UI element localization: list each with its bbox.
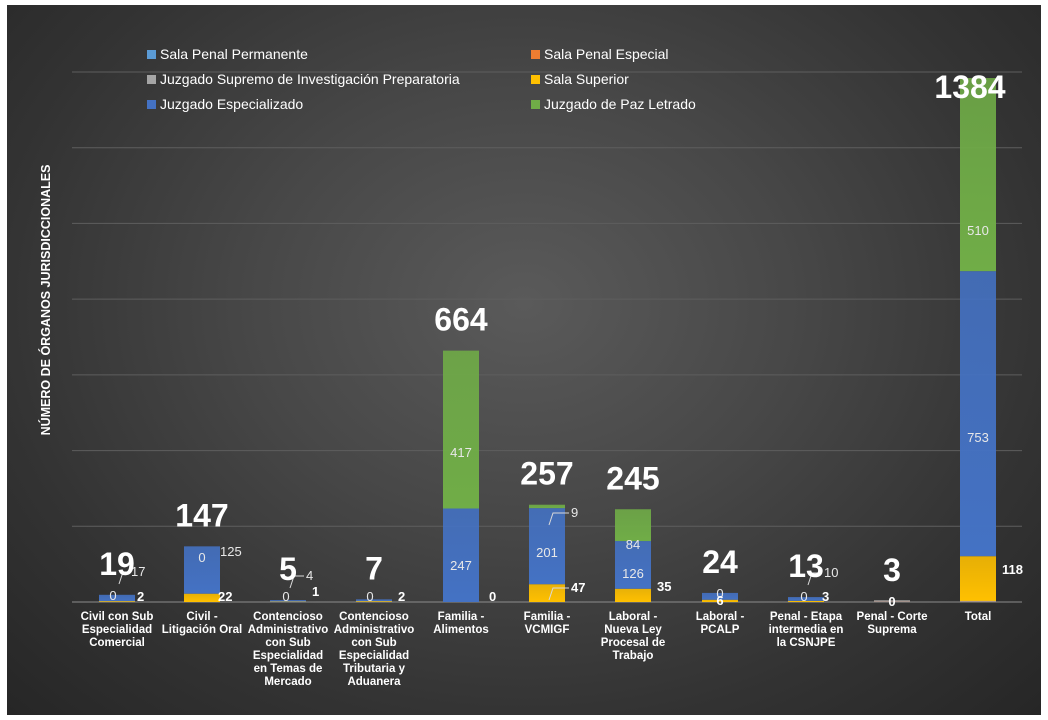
data-label: 6 <box>716 593 723 608</box>
data-label: 510 <box>967 223 989 238</box>
bar-juzgado-de-paz-letrado-5 <box>529 505 565 508</box>
data-label: 84 <box>626 537 640 552</box>
data-label: 2 <box>137 589 144 604</box>
data-label: 0 <box>198 550 205 565</box>
bar-juzgado-de-paz-letrado-10 <box>960 78 996 271</box>
category-label-3: Contencioso Administrativo con Sub Especial… <box>328 611 420 689</box>
data-label: 9 <box>571 505 578 520</box>
category-label-5: Familia - VCMIGF <box>501 611 593 637</box>
data-label: 35 <box>657 579 671 594</box>
category-label-2: Contencioso Administrativo con Sub Especial… <box>242 611 334 689</box>
bar-juzgado-de-paz-letrado-4 <box>443 351 479 509</box>
total-label: 13 <box>788 548 824 584</box>
data-label: 125 <box>220 544 242 559</box>
total-label: 7 <box>365 550 383 586</box>
bar-juzgado-especializado-4 <box>443 508 479 602</box>
data-label: 126 <box>622 566 644 581</box>
data-label: 0 <box>282 589 289 604</box>
total-label: 147 <box>175 497 228 533</box>
category-label-8: Penal - Etapa intermedia en la CSNJPE <box>760 611 852 650</box>
bar-juzgado-especializado-10 <box>960 271 996 556</box>
data-label: 0 <box>800 589 807 604</box>
category-label-7: Laboral - PCALP <box>674 611 766 637</box>
bar-juzgado-especializado-3 <box>356 599 392 601</box>
bar-juzgado-especializado-0 <box>99 595 135 601</box>
total-label: 257 <box>520 456 573 492</box>
data-label: 753 <box>967 430 989 445</box>
data-label: 118 <box>1002 562 1023 577</box>
bar-sala-superior-10 <box>960 556 996 601</box>
data-label: 0 <box>489 589 496 604</box>
data-label: 0 <box>888 594 895 609</box>
data-label: 247 <box>450 558 472 573</box>
category-label-6: Laboral - Nueva Ley Procesal de Trabajo <box>587 611 679 663</box>
category-label-10: Total <box>932 611 1024 624</box>
total-label: 1384 <box>934 69 1005 105</box>
data-label: 1 <box>312 584 319 599</box>
total-label: 245 <box>606 460 659 496</box>
data-label: 417 <box>450 445 472 460</box>
total-label: 3 <box>883 552 901 588</box>
total-label: 664 <box>434 302 488 338</box>
bar-sala-superior-5 <box>529 584 565 602</box>
category-label-1: Civil - Litigación Oral <box>156 611 248 637</box>
data-label: 201 <box>536 545 558 560</box>
category-label-0: Civil con Sub Especialidad Comercial <box>71 611 163 650</box>
bar-sala-superior-6 <box>615 589 651 602</box>
data-label: 47 <box>571 580 585 595</box>
total-label: 24 <box>702 544 738 580</box>
bar-sala-superior-1 <box>184 594 220 602</box>
data-label: 3 <box>822 589 829 604</box>
category-label-9: Penal - Corte Suprema <box>846 611 938 637</box>
data-label: 0 <box>366 589 373 604</box>
category-label-4: Familia - Alimentos <box>415 611 507 637</box>
data-label: 10 <box>824 565 838 580</box>
data-label: 2 <box>398 589 405 604</box>
data-label: 4 <box>306 568 313 583</box>
data-label: 0 <box>109 588 116 603</box>
data-label: 22 <box>218 589 232 604</box>
total-label: 5 <box>279 551 297 587</box>
total-label: 19 <box>99 546 135 582</box>
